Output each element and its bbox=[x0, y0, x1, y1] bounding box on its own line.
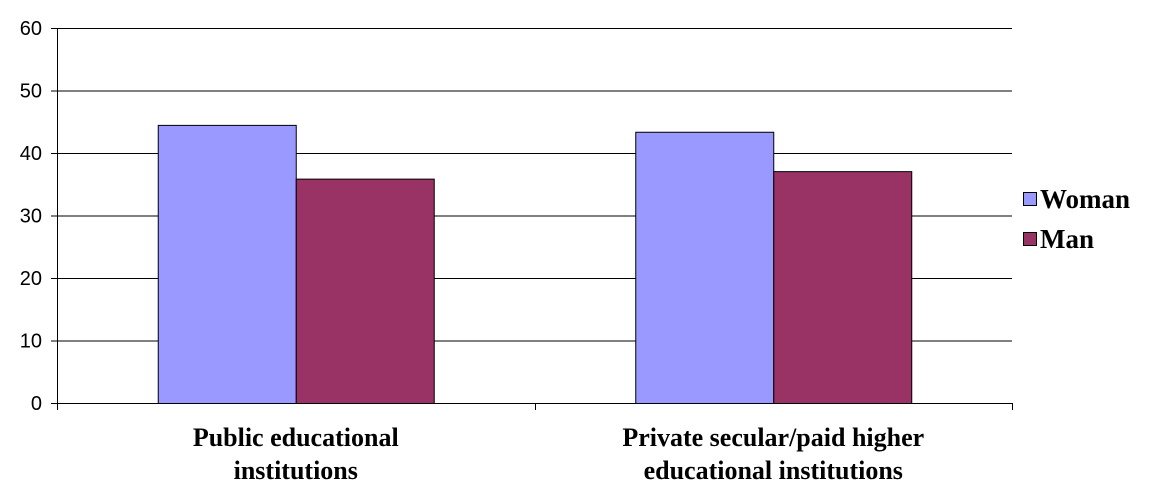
bars bbox=[157, 124, 913, 404]
legend-swatch-man bbox=[1023, 232, 1037, 246]
y-tick-label-60: 60 bbox=[20, 18, 42, 40]
x-category-label-0-line-0: Public educational bbox=[193, 423, 399, 452]
y-tick-label-50: 50 bbox=[20, 81, 42, 103]
legend-label-man: Man bbox=[1040, 224, 1094, 254]
y-tick-label-40: 40 bbox=[20, 143, 42, 165]
y-tick-label-20: 20 bbox=[20, 268, 42, 290]
legend-label-woman: Woman bbox=[1040, 184, 1130, 214]
x-category-label-1-line-0: Private secular/paid higher bbox=[622, 423, 924, 452]
legend: Woman Man bbox=[1023, 184, 1130, 254]
legend-swatch-woman bbox=[1023, 192, 1037, 206]
bar-woman-0 bbox=[157, 124, 297, 404]
bar-man-1 bbox=[773, 171, 913, 404]
labels: 0 10 20 30 40 50 60 Public educational instituti… bbox=[20, 18, 924, 485]
bar-man-0 bbox=[295, 178, 435, 404]
bar-woman-1 bbox=[635, 131, 775, 404]
y-tick-label-30: 30 bbox=[20, 206, 42, 228]
y-tick-label-0: 0 bbox=[31, 393, 42, 415]
x-category-label-0-line-1: institutions bbox=[234, 456, 358, 485]
y-tick-label-10: 10 bbox=[20, 331, 42, 353]
x-category-label-1-line-1: educational institutions bbox=[644, 456, 903, 485]
